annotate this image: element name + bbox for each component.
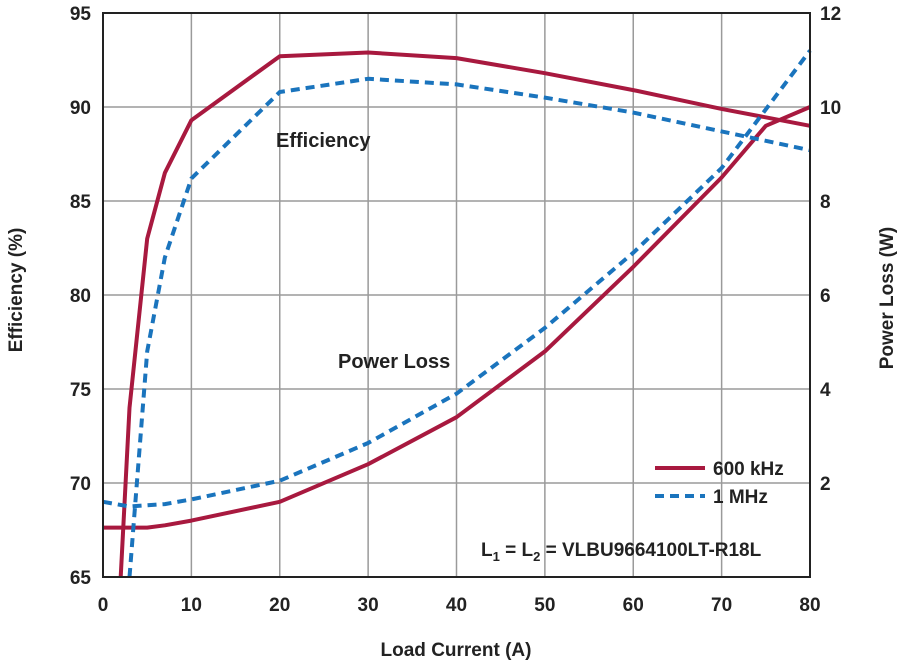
series-layer [102,49,812,578]
y-right-tick-label: 10 [820,98,841,119]
x-tick-label: 60 [623,595,644,616]
x-tick-label: 50 [534,595,555,616]
y-right-tick-label: 4 [820,380,831,401]
inductor-subscript-1: 1 [493,549,500,564]
y-left-tick-label: 75 [70,380,92,401]
legend-label-1mhz: 1 MHz [713,487,768,508]
inductor-middle: = L [500,540,534,561]
x-tick-label: 80 [799,595,820,616]
inductor-subscript-2: 2 [533,549,540,564]
x-tick-label: 70 [711,595,732,616]
y-left-tick-label: 85 [70,192,92,213]
y-left-tick-label: 90 [70,98,91,119]
x-tick-label: 0 [98,595,109,616]
plot-frame [102,12,811,578]
y-left-tick-label: 95 [70,4,92,25]
inductor-annotation: L1 = L2 = VLBU9664100LT-R18L [481,540,762,564]
power-loss-line-1-mhz [102,49,812,509]
legend: 600 kHz 1 MHz [655,459,784,508]
y-right-tick-label: 2 [820,474,831,495]
y-right-tick-label: 6 [820,286,831,307]
power-loss-annotation: Power Loss [338,351,450,373]
y-right-tick-label: 8 [820,192,831,213]
efficiency-line-1-mhz [127,76,811,578]
y-right-tick-label: 12 [820,4,841,25]
y-axis-right-title: Power Loss (W) [877,227,898,370]
y-axis-left-title: Efficiency (%) [6,228,27,353]
x-tick-label: 40 [446,595,467,616]
grid-lines [103,13,810,577]
efficiency-line-600-khz [118,50,811,578]
inductor-prefix: L [481,540,493,561]
y-left-tick-label: 65 [70,568,92,589]
x-tick-label: 20 [269,595,290,616]
x-axis-title: Load Current (A) [381,640,532,661]
y-left-tick-label: 70 [70,474,91,495]
inductor-suffix: = VLBU9664100LT-R18L [540,540,761,561]
efficiency-annotation: Efficiency [276,130,371,152]
legend-label-600khz: 600 kHz [713,459,784,480]
x-tick-label: 10 [181,595,202,616]
power-loss-line-600-khz [103,105,811,530]
y-left-tick-label: 80 [70,286,91,307]
x-tick-label: 30 [358,595,379,616]
